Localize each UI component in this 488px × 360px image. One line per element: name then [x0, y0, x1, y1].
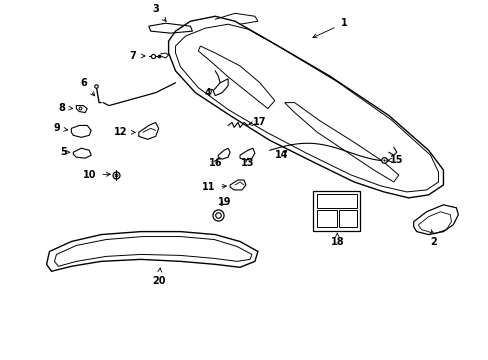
Text: 17: 17	[248, 117, 266, 127]
Text: 15: 15	[386, 155, 403, 165]
Text: 2: 2	[429, 230, 436, 247]
Text: 16: 16	[208, 158, 222, 168]
Text: 7: 7	[129, 51, 145, 61]
FancyBboxPatch shape	[313, 191, 359, 231]
Text: 11: 11	[201, 182, 226, 192]
FancyBboxPatch shape	[316, 194, 356, 208]
Text: 19: 19	[218, 197, 231, 207]
FancyBboxPatch shape	[338, 210, 356, 227]
Text: 14: 14	[274, 150, 288, 160]
Text: 4: 4	[204, 88, 212, 98]
Text: 13: 13	[241, 158, 254, 168]
Text: 8: 8	[58, 103, 72, 113]
Text: 10: 10	[82, 170, 110, 180]
Text: 18: 18	[330, 233, 344, 247]
Text: 5: 5	[60, 147, 70, 157]
Text: 12: 12	[114, 127, 135, 138]
Text: 3: 3	[152, 4, 166, 21]
Text: 20: 20	[152, 268, 165, 286]
Text: 1: 1	[312, 18, 347, 38]
Text: 9: 9	[53, 123, 67, 134]
FancyBboxPatch shape	[316, 210, 336, 227]
Text: 6: 6	[80, 78, 95, 96]
